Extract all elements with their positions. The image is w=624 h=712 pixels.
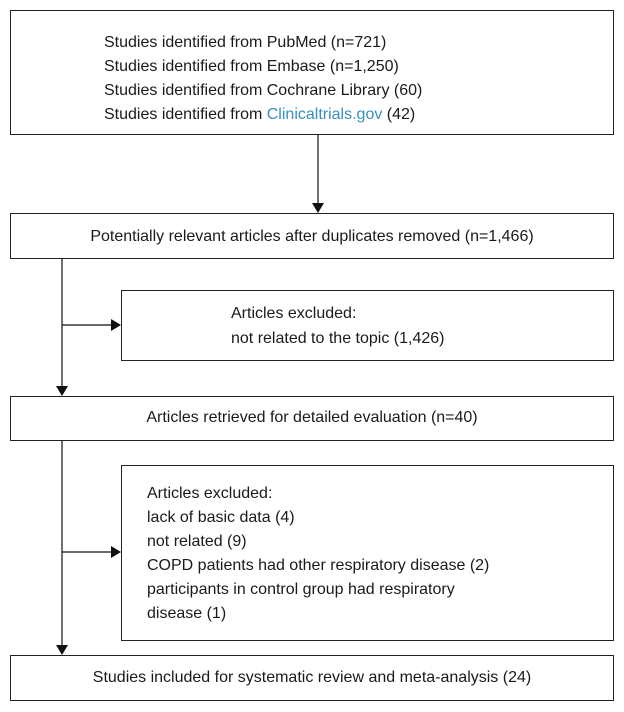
included-text: Studies included for systematic review a… [93, 669, 531, 686]
screening-text: Potentially relevant articles after dupl… [90, 228, 533, 245]
included-box [10, 655, 614, 701]
source-line: Studies identified from Clinicaltrials.g… [104, 106, 415, 123]
exclusion-box [121, 290, 614, 361]
exclusion-box [121, 465, 614, 641]
exclusion-title: Articles excluded: [147, 485, 272, 502]
arrowhead [111, 319, 121, 331]
source-line: Studies identified from Cochrane Library… [104, 82, 422, 99]
arrowhead [111, 546, 121, 558]
arrowhead [56, 386, 68, 396]
exclusion-reason: disease (1) [147, 605, 226, 622]
screening-box [10, 213, 614, 259]
source-line: Studies identified from Embase (n=1,250) [104, 58, 399, 75]
exclusion-reason: lack of basic data (4) [147, 509, 295, 526]
source-link[interactable]: Clinicaltrials.gov [267, 106, 383, 123]
exclusion-reason: not related to the topic (1,426) [231, 330, 444, 347]
source-count: (42) [382, 106, 415, 123]
identification-box [10, 10, 614, 135]
eligibility-text: Articles retrieved for detailed evaluati… [146, 409, 477, 426]
source-text: Studies identified from [104, 106, 267, 123]
exclusion-reason: not related (9) [147, 533, 247, 550]
arrowhead [312, 203, 324, 213]
exclusion-reason: participants in control group had respir… [147, 581, 455, 598]
arrowhead [56, 645, 68, 655]
source-line: Studies identified from PubMed (n=721) [104, 34, 386, 51]
eligibility-box [10, 396, 614, 441]
exclusion-reason: COPD patients had other respiratory dise… [147, 557, 489, 574]
exclusion-title: Articles excluded: [231, 305, 356, 322]
